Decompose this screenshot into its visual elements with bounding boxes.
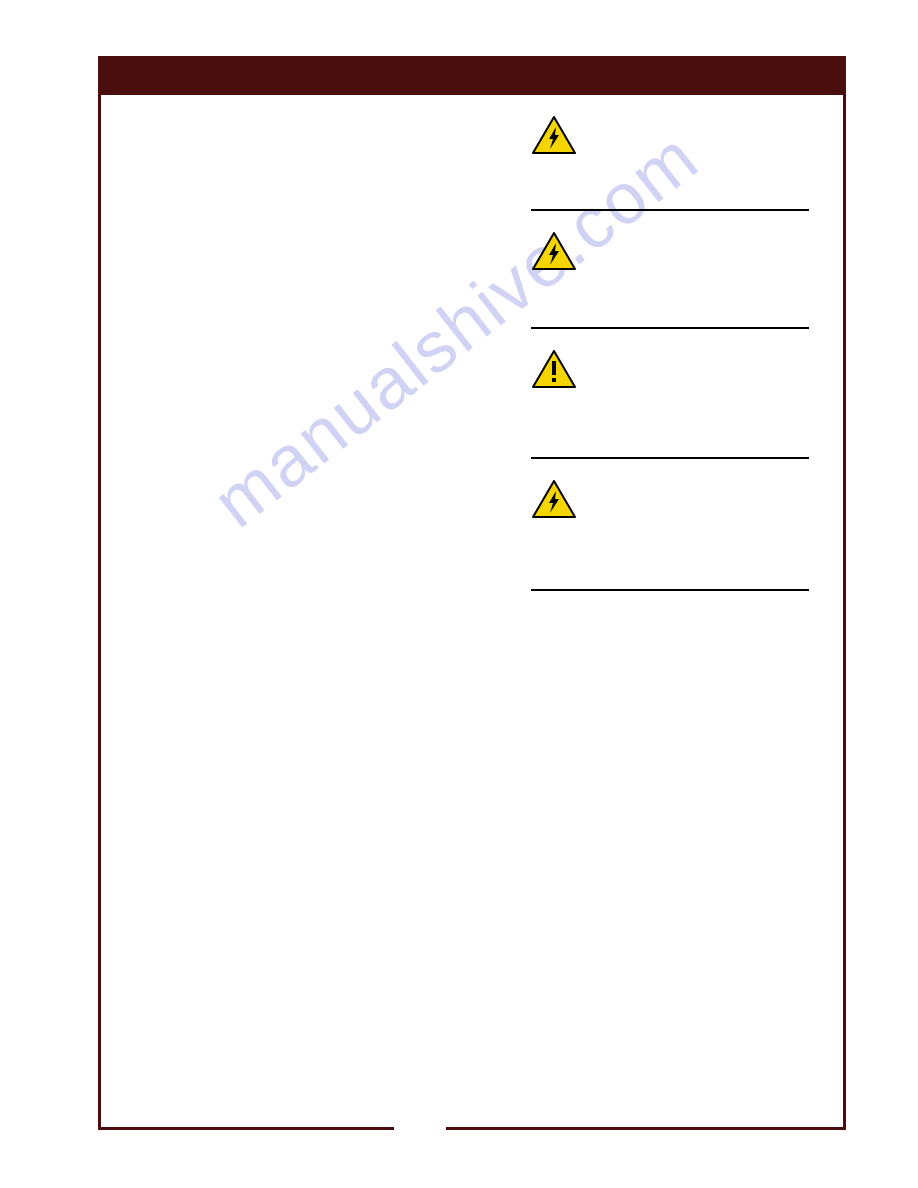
warning-block-1 <box>531 115 809 161</box>
electric-hazard-icon <box>531 115 577 155</box>
warning-block-4 <box>531 479 809 525</box>
warning-divider-1 <box>531 209 809 211</box>
electric-hazard-icon <box>531 479 577 519</box>
warning-block-3 <box>531 349 809 395</box>
electric-hazard-icon <box>531 231 577 271</box>
bottom-border-gap <box>394 1124 446 1130</box>
page-frame: manualshive.com <box>98 56 846 1130</box>
warning-block-2 <box>531 231 809 277</box>
warning-divider-4 <box>531 589 809 591</box>
header-bar <box>101 59 843 95</box>
warning-divider-2 <box>531 327 809 329</box>
exclamation-caution-icon <box>531 349 577 389</box>
warning-divider-3 <box>531 457 809 459</box>
